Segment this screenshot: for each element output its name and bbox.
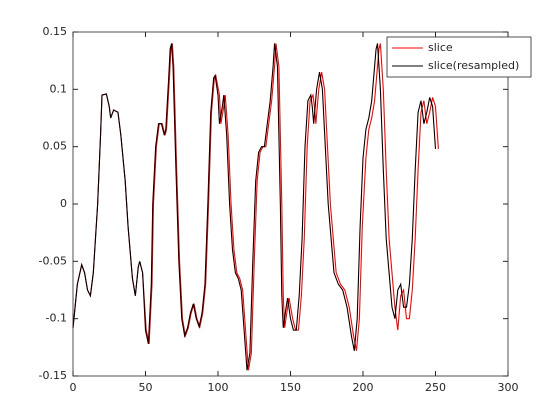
- y-tick-label: -0.15: [39, 369, 67, 382]
- x-tick-label: 0: [70, 381, 77, 394]
- plot-area: [73, 32, 508, 376]
- series-line: [72, 43, 437, 371]
- y-tick-label: -0.1: [46, 312, 67, 325]
- x-tick-label: 50: [139, 381, 153, 394]
- x-tick-label: 250: [425, 381, 446, 394]
- legend-box: [386, 36, 532, 78]
- x-tick-label: 150: [280, 381, 301, 394]
- axes-box: [72, 31, 509, 377]
- y-tick-label: -0.05: [39, 254, 67, 267]
- x-tick-label: 200: [353, 381, 374, 394]
- y-tick-label: 0.1: [50, 82, 68, 95]
- legend-label: slice: [428, 41, 453, 54]
- y-tick-label: 0.15: [43, 25, 68, 38]
- y-tick-label: 0.05: [43, 140, 68, 153]
- legend: slice slice(resampled): [386, 36, 532, 78]
- legend-label: slice(resampled): [428, 59, 519, 72]
- y-tick-label: 0: [60, 197, 67, 210]
- x-tick-label: 300: [498, 381, 519, 394]
- x-tick-label: 100: [208, 381, 229, 394]
